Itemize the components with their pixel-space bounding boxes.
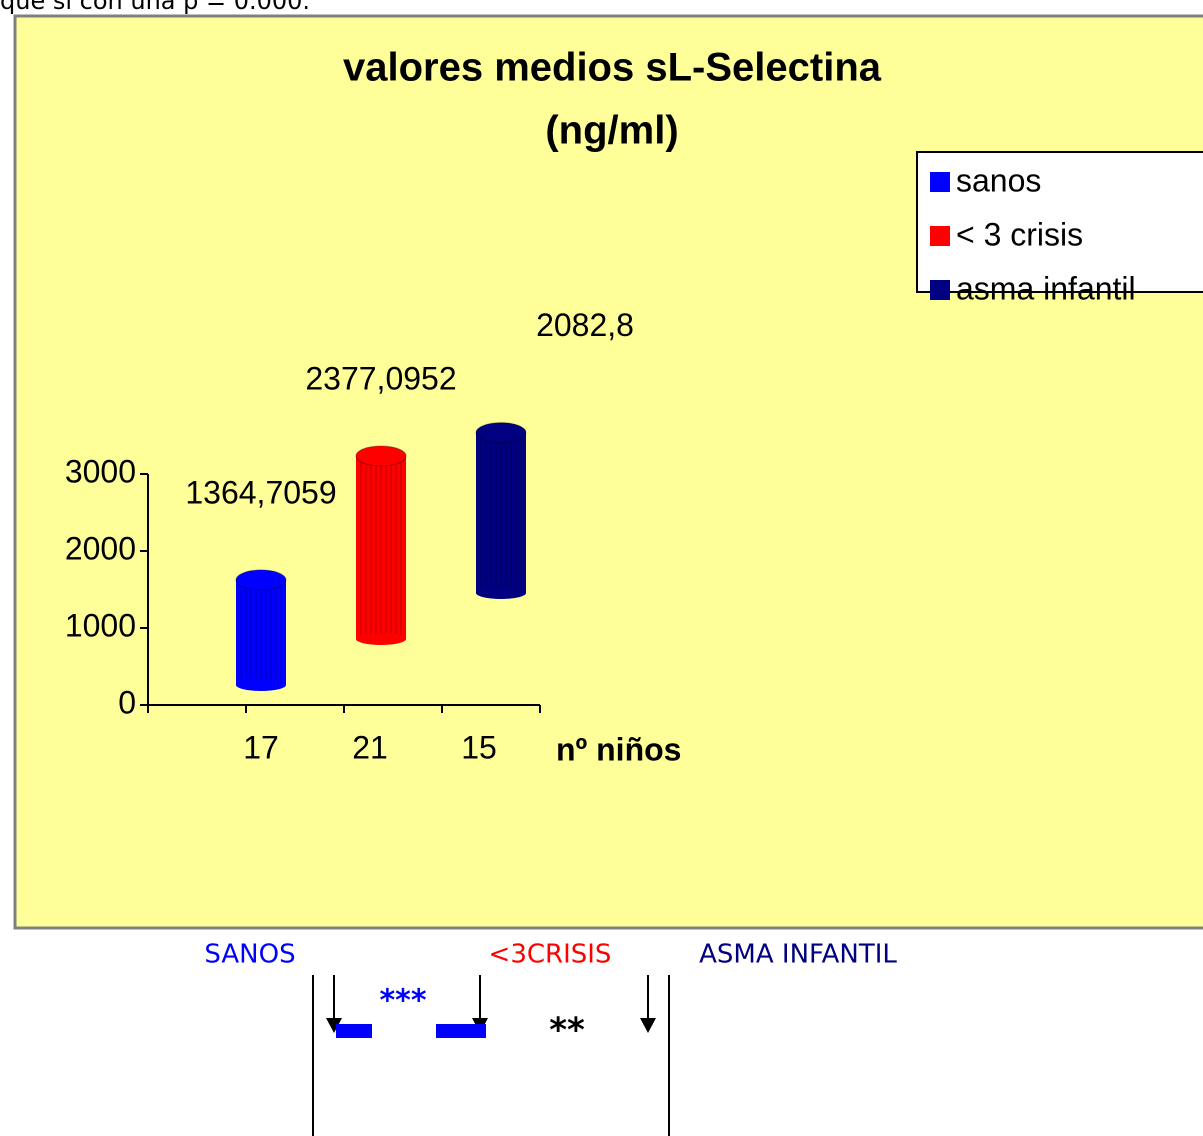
bar-body — [356, 455, 406, 639]
annotation: ASMA INFANTIL — [699, 940, 897, 970]
bar-bottom — [476, 587, 526, 599]
bar-top — [355, 445, 407, 467]
bar-bottom — [356, 633, 406, 645]
annotation: SANOS — [204, 940, 295, 970]
y-tick-label: 1000 — [65, 607, 136, 643]
legend-swatch — [930, 172, 950, 192]
data-label: 2377,0952 — [305, 360, 456, 396]
small-boxes — [336, 1024, 486, 1038]
bar — [475, 422, 527, 599]
legend-swatch — [930, 226, 950, 246]
annotation: *** — [379, 984, 426, 1019]
chart-subtitle: (ng/ml) — [545, 109, 678, 153]
x-axis-label: nº niños — [556, 731, 681, 767]
legend — [916, 151, 1203, 293]
bar-bottom — [236, 679, 286, 691]
legend-label: < 3 crisis — [956, 216, 1083, 252]
legend-label: asma infantil — [956, 270, 1136, 306]
bracket-lines — [312, 975, 670, 1136]
bar — [235, 569, 287, 691]
chart-title: valores medios sL-Selectina — [343, 46, 882, 90]
annotation: ** — [549, 1011, 585, 1051]
x-tick-label: 21 — [352, 729, 388, 765]
x-tick-label: 17 — [243, 729, 279, 765]
data-label: 1364,7059 — [185, 474, 336, 510]
y-tick-label: 2000 — [65, 530, 136, 566]
arrow-heads — [326, 1018, 656, 1033]
bar-top — [235, 569, 287, 591]
bar-body — [476, 432, 526, 593]
bar-body — [236, 579, 286, 685]
x-tick-label: 15 — [461, 729, 497, 765]
data-label: 2082,8 — [536, 307, 634, 343]
top-text: que si con una p = 0.000. — [0, 0, 310, 15]
y-tick-label: 3000 — [65, 453, 136, 489]
bar-top — [475, 422, 527, 444]
bar — [355, 445, 407, 645]
annotation: <3CRISIS — [489, 940, 612, 970]
y-tick-label: 0 — [118, 684, 136, 720]
legend-swatch — [930, 280, 950, 300]
legend-label: sanos — [956, 162, 1041, 198]
